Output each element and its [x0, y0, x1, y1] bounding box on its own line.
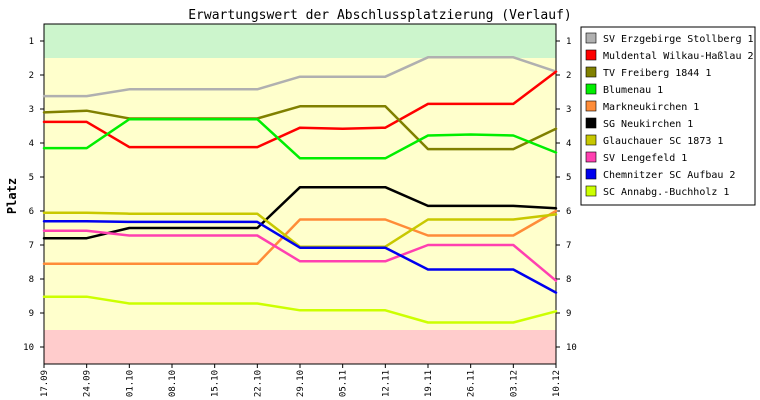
legend-label: Blumenau 1 [603, 85, 663, 96]
y-tick-label-right: 8 [566, 275, 571, 285]
legend-swatch [585, 100, 597, 112]
x-tick-label: 05.11 [339, 370, 349, 397]
x-tick-label: 12.11 [381, 370, 391, 397]
legend-box [580, 26, 756, 206]
plot-area: 1 1 2 2 3 3 4 4 5 5 6 6 7 7 8 8 9 9 10 10 17.09 24.09 01.10 08.… [23, 23, 577, 397]
legend-label: Muldental Wilkau-Haßlau 2 [603, 51, 754, 62]
y-tick-label-right: 10 [566, 343, 577, 353]
y-tick-label-left: 7 [29, 241, 34, 251]
y-tick-label-left: 9 [29, 309, 34, 319]
legend-label: SV Erzgebirge Stollberg 1 [603, 34, 754, 45]
x-tick-label: 19.11 [424, 370, 434, 397]
y-tick-label-left: 10 [23, 343, 34, 353]
series-line-4 [42, 209, 558, 265]
y-axis-label: Platz [5, 178, 19, 214]
legend-swatch [585, 32, 597, 44]
band-0 [44, 24, 556, 58]
chart-title: Erwartungswert der Abschlussplatzierung … [188, 8, 572, 23]
y-tick-label-left: 5 [29, 173, 34, 183]
legend-label: SG Neukirchen 1 [603, 119, 693, 130]
y-tick-label-right: 7 [566, 241, 571, 251]
legend-swatch [585, 83, 597, 95]
y-tick-label-left: 8 [29, 275, 34, 285]
x-tick-label: 26.11 [467, 370, 477, 397]
y-tick-label-left: 1 [29, 37, 34, 47]
x-tick-label: 22.10 [253, 370, 263, 397]
legend-swatch [585, 117, 597, 129]
x-tick-label: 10.12 [552, 370, 562, 397]
legend-label: Glauchauer SC 1873 1 [603, 136, 723, 147]
series-line-9 [42, 295, 558, 324]
band-2 [44, 330, 556, 364]
x-tick-label: 15.10 [211, 370, 221, 397]
legend-swatch [585, 66, 597, 78]
series-line-1 [42, 70, 558, 149]
x-tick-label: 01.10 [125, 370, 135, 397]
x-tick-label: 24.09 [83, 370, 93, 397]
x-tick-label: 03.12 [509, 370, 519, 397]
legend-swatch [585, 168, 597, 180]
x-tick-label: 29.10 [296, 370, 306, 397]
y-tick-label-left: 4 [29, 139, 34, 149]
y-tick-label-right: 9 [566, 309, 571, 319]
y-tick-label-right: 2 [566, 71, 571, 81]
series-line-0 [42, 56, 558, 98]
band-1 [44, 58, 556, 330]
legend-label: SV Lengefeld 1 [603, 153, 687, 164]
x-tick-label: 08.10 [168, 370, 178, 397]
y-tick-label-right: 3 [566, 105, 571, 115]
legend-swatch [585, 185, 597, 197]
y-tick-label-right: 5 [566, 173, 571, 183]
legend-swatch [585, 134, 597, 146]
legend: SV Erzgebirge Stollberg 1 Muldental Wilka… [580, 26, 756, 206]
y-tick-label-right: 6 [566, 207, 571, 217]
series-line-8 [42, 219, 558, 294]
legend-label: Chemnitzer SC Aufbau 2 [603, 170, 735, 181]
y-tick-label-left: 6 [29, 207, 34, 217]
series-line-7 [42, 229, 558, 282]
series-line-5 [42, 185, 558, 240]
legend-swatch [585, 49, 597, 61]
y-tick-label-right: 1 [566, 37, 571, 47]
legend-label: SC Annabg.-Buchholz 1 [603, 187, 729, 198]
y-tick-label-right: 4 [566, 139, 571, 149]
y-tick-label-left: 3 [29, 105, 34, 115]
legend-swatch [585, 151, 597, 163]
y-tick-label-left: 2 [29, 71, 34, 81]
x-tick-label: 17.09 [40, 370, 50, 397]
legend-label: Markneukirchen 1 [603, 102, 699, 113]
legend-label: TV Freiberg 1844 1 [603, 68, 711, 79]
series-line-3 [42, 117, 558, 160]
